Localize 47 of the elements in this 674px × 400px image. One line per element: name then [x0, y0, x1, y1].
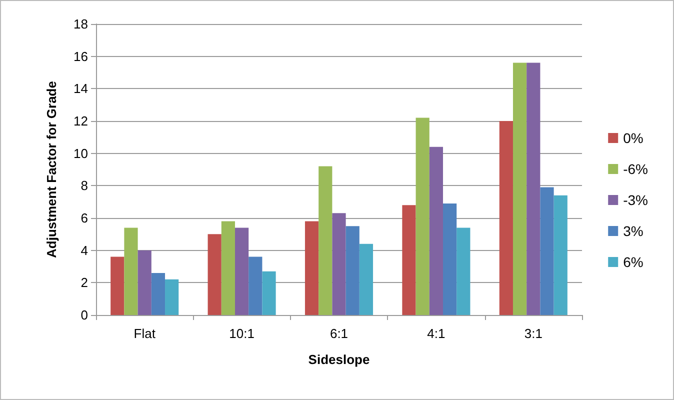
bar	[499, 121, 513, 315]
bar	[456, 228, 470, 315]
bar	[304, 221, 319, 315]
bar	[165, 279, 179, 315]
bar	[234, 228, 249, 315]
bar	[151, 272, 166, 315]
y-tick-label: 6	[80, 210, 88, 226]
y-tick-label: 10	[74, 146, 88, 161]
y-tick-label: 16	[74, 48, 88, 64]
y-tick-label: 18	[74, 16, 88, 32]
bar	[110, 256, 124, 315]
legend-label: 3%	[623, 223, 644, 239]
y-tick-label: 4	[80, 242, 88, 258]
bar	[138, 250, 152, 315]
bar	[332, 213, 346, 315]
bar	[359, 244, 374, 315]
bar	[443, 203, 457, 315]
y-axis-title: Adjustment Factor for Grade	[44, 81, 59, 258]
y-tick-label: 0	[80, 308, 88, 322]
bar	[554, 195, 568, 315]
bar	[262, 271, 276, 315]
legend-label: 0%	[623, 130, 644, 146]
bar	[248, 256, 262, 315]
bar	[416, 118, 430, 315]
legend-label: 6%	[623, 254, 644, 270]
bar	[402, 205, 416, 315]
x-tick-label: Flat	[134, 326, 156, 341]
x-axis-title: Sideslope	[308, 352, 370, 367]
x-tick-label: 10:1	[229, 326, 254, 341]
y-tick-label: 8	[80, 178, 88, 194]
x-tick-label: 4:1	[427, 326, 446, 341]
x-tick-label: 6:1	[330, 326, 348, 341]
y-tick-label: 2	[80, 275, 88, 290]
bar	[124, 228, 138, 315]
y-tick-label: 14	[74, 81, 88, 96]
legend-label: -6%	[623, 161, 648, 177]
bar	[540, 187, 554, 315]
y-tick-label: 12	[74, 114, 88, 128]
legend-label: -3%	[623, 192, 648, 208]
bar	[318, 166, 332, 315]
bar	[429, 146, 444, 315]
bar	[221, 221, 235, 315]
bar	[208, 234, 222, 315]
bar	[512, 62, 527, 315]
bar	[346, 226, 360, 315]
bar	[526, 62, 540, 315]
x-tick-label: 3:1	[524, 326, 542, 341]
